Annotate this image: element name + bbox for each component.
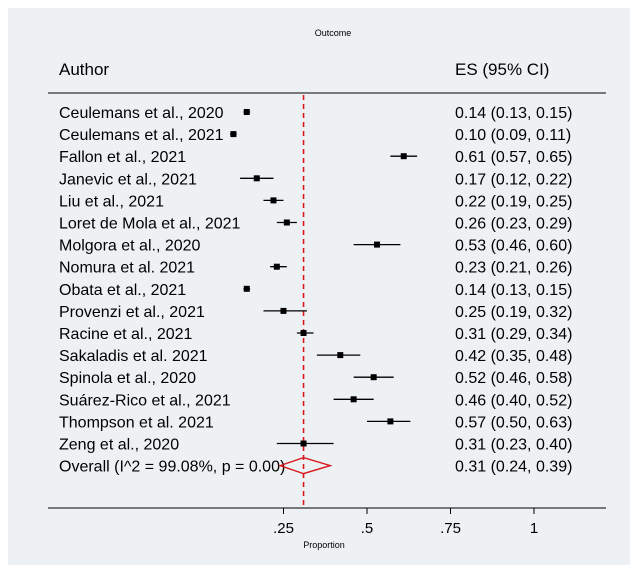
point-estimate (283, 219, 290, 226)
estimate-label: 0.46 (0.40, 0.52) (455, 392, 572, 409)
point-estimate (300, 330, 307, 336)
estimate-label: 0.10 (0.09, 0.11) (455, 127, 571, 144)
study-label: Ceulemans et al., 2021 (59, 127, 224, 144)
study-label: Thompson et al. 2021 (59, 414, 214, 431)
study-column-header: Author (59, 60, 109, 79)
point-estimate (243, 285, 250, 292)
point-estimate (280, 307, 287, 314)
point-estimate (273, 263, 280, 270)
estimate-column-header: ES (95% CI) (455, 60, 549, 79)
study-label: Spinola et al., 2020 (59, 370, 196, 387)
x-tick-label: .25 (273, 520, 294, 537)
overall-diamond (277, 456, 333, 475)
estimate-label: 0.52 (0.46, 0.58) (455, 370, 572, 387)
overall-estimate-label: 0.31 (0.24, 0.39) (455, 459, 572, 476)
x-axis-label: Proportion (303, 540, 345, 550)
study-rows: Ceulemans et al., 2020 0.14 (0.13, 0.15) C… (59, 95, 572, 508)
estimate-label: 0.26 (0.23, 0.29) (455, 216, 572, 233)
point-estimate (370, 374, 377, 381)
chart-title: Outcome (315, 28, 352, 38)
point-estimate (374, 241, 381, 248)
estimate-label: 0.31 (0.29, 0.34) (455, 326, 572, 343)
point-estimate (350, 396, 357, 403)
study-label: Provenzi et al., 2021 (59, 304, 205, 321)
study-label: Suárez-Rico et al., 2021 (59, 392, 231, 409)
estimate-label: 0.31 (0.23, 0.40) (455, 437, 572, 454)
study-label: Ceulemans et al., 2020 (59, 105, 224, 122)
point-estimate (243, 109, 250, 115)
study-label: Fallon et al., 2021 (59, 149, 186, 166)
study-label: Racine et al., 2021 (59, 326, 193, 343)
point-estimate (270, 197, 277, 204)
estimate-label: 0.22 (0.19, 0.25) (455, 193, 572, 210)
estimate-label: 0.42 (0.35, 0.48) (455, 348, 572, 365)
estimate-label: 0.53 (0.46, 0.60) (455, 238, 572, 255)
x-tick-label: .5 (361, 520, 374, 537)
point-estimate (400, 153, 407, 160)
estimate-label: 0.23 (0.21, 0.26) (455, 260, 572, 277)
study-label: Sakaladis et al. 2021 (59, 348, 208, 365)
estimate-label: 0.14 (0.13, 0.15) (455, 282, 572, 299)
plot-frame (8, 8, 630, 565)
point-estimate (337, 352, 344, 359)
estimate-label: 0.57 (0.50, 0.63) (455, 414, 572, 431)
study-label: Janevic et al., 2021 (59, 171, 197, 188)
point-estimate (300, 440, 307, 447)
estimate-label: 0.17 (0.12, 0.22) (455, 171, 572, 188)
x-tick-label: 1 (530, 520, 538, 537)
study-label: Loret de Mola et al., 2021 (59, 216, 241, 233)
study-label: Molgora et al., 2020 (59, 238, 201, 255)
estimate-label: 0.14 (0.13, 0.15) (455, 105, 572, 122)
point-estimate (253, 175, 260, 182)
study-label: Obata et al., 2021 (59, 282, 186, 299)
overall-label: Overall (I^2 = 99.08%, p = 0.00) (59, 459, 285, 476)
x-axis: .25 .5 .75 1 (273, 508, 538, 537)
x-tick-label: .75 (440, 520, 461, 537)
point-estimate (387, 418, 394, 425)
estimate-label: 0.61 (0.57, 0.65) (455, 149, 572, 166)
study-label: Nomura et al. 2021 (59, 260, 195, 277)
study-label: Liu et al., 2021 (59, 193, 164, 210)
study-label: Zeng et al., 2020 (59, 437, 179, 454)
point-estimate (230, 131, 237, 138)
estimate-label: 0.25 (0.19, 0.32) (455, 304, 572, 321)
